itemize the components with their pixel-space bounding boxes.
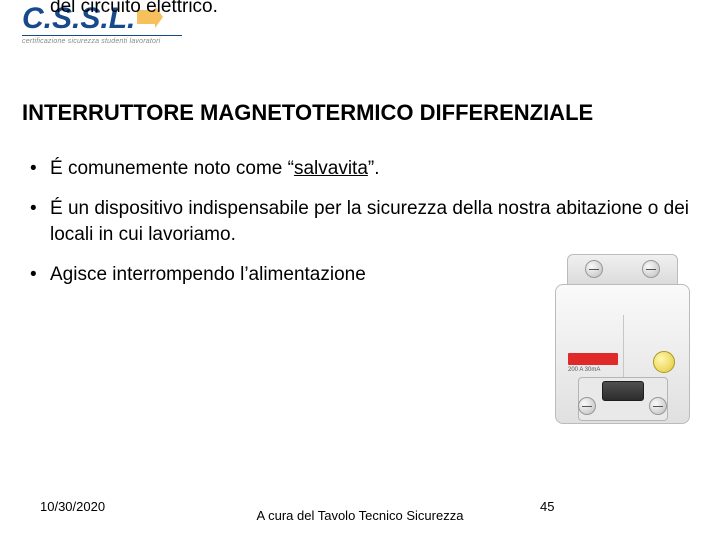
breaker-brand-label: [568, 353, 618, 365]
bullet1-post: ”.: [368, 158, 380, 179]
bullet-item-2: É un dispositivo indispensabile per la s…: [28, 196, 698, 248]
breaker-body: 200 A 30mA: [555, 284, 690, 424]
logo-subtitle: certificazione sicurezza studenti lavora…: [22, 38, 192, 45]
breaker-test-button-icon: [653, 351, 675, 373]
bullet1-underlined: salvavita: [294, 158, 368, 179]
screw-icon: [642, 260, 660, 278]
logo-underline: [22, 35, 182, 36]
footer-page-number: 45: [540, 499, 554, 514]
breaker-lever: [602, 381, 644, 401]
footer-credit: A cura del Tavolo Tecnico Sicurezza: [250, 508, 470, 524]
circuit-breaker-image: 200 A 30mA: [555, 254, 690, 424]
screw-icon: [649, 397, 667, 415]
screw-icon: [585, 260, 603, 278]
bullet-item-1: É comunemente noto come “salvavita”.: [28, 156, 698, 182]
breaker-spec-text: 200 A 30mA: [568, 367, 600, 374]
bullet1-pre: É comunemente noto come “: [50, 158, 294, 179]
bullet-item-3-cont: del circuito elettrico.: [28, 0, 668, 20]
screw-icon: [578, 397, 596, 415]
footer-date: 10/30/2020: [40, 499, 105, 514]
slide: C.S.S.L. certificazione sicurezza studen…: [0, 0, 720, 534]
slide-title: INTERRUTTORE MAGNETOTERMICO DIFFERENZIAL…: [22, 100, 593, 126]
